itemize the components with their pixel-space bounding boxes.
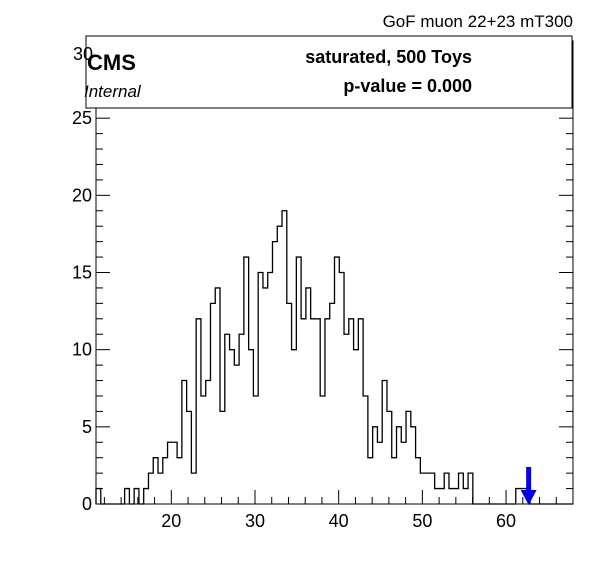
legend-line-2: p-value = 0.000 xyxy=(343,76,472,96)
observed-value-arrow xyxy=(520,467,537,505)
histogram-line xyxy=(95,210,573,505)
axis-tick-labels: 20 30 40 50 60 0 5 10 15 20 25 xyxy=(72,108,516,531)
x-tick-label: 60 xyxy=(496,511,516,531)
chart-title: GoF muon 22+23 mT300 xyxy=(383,12,573,31)
legend-line-1: saturated, 500 Toys xyxy=(305,47,472,67)
internal-label: Internal xyxy=(84,82,142,101)
y-tick-label: 25 xyxy=(72,108,92,128)
x-tick-label: 30 xyxy=(245,511,265,531)
y-tick-label: 10 xyxy=(72,340,92,360)
x-tick-label: 50 xyxy=(412,511,432,531)
cms-label: CMS xyxy=(87,50,136,75)
x-tick-label: 40 xyxy=(329,511,349,531)
y-tick-label-30: 30 xyxy=(73,44,93,64)
legend-box xyxy=(85,35,573,109)
y-tick-label: 0 xyxy=(82,494,92,514)
y-tick-label: 20 xyxy=(72,185,92,205)
x-tick-label: 20 xyxy=(161,511,181,531)
y-tick-label: 5 xyxy=(82,417,92,437)
y-tick-label: 15 xyxy=(72,263,92,283)
